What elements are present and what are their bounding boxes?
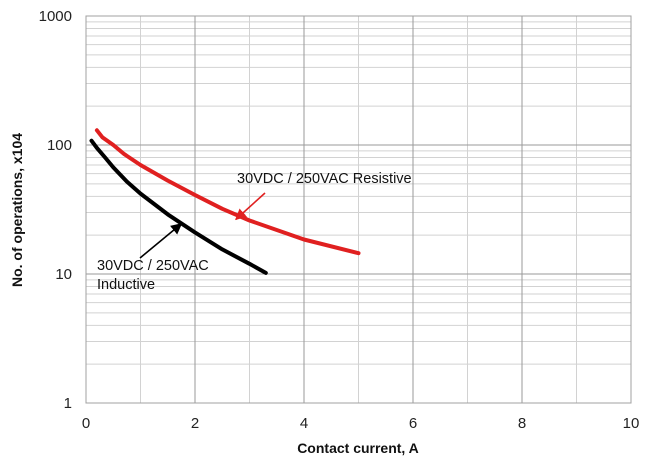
y-tick-label: 10 [55, 266, 72, 283]
plot-frame [85, 15, 632, 404]
minor-gridlines [86, 16, 631, 403]
major-gridlines [86, 16, 631, 403]
series-line-30vdc-250vac-inductive [89, 138, 268, 275]
annotation-inductive-line-1: Inductive [97, 277, 155, 293]
x-tick-label: 8 [518, 415, 526, 432]
x-axis-title: Contact current, A [297, 440, 419, 456]
annotation-arrow-resistive [235, 192, 266, 221]
annotation-resistive-line-0: 30VDC / 250VAC Resistive [237, 171, 412, 187]
x-tick-label: 6 [409, 415, 417, 432]
annotation-arrow-inductive [139, 223, 183, 259]
x-tick-label: 2 [191, 415, 199, 432]
y-tick-labels: 1 10 100 1000 [39, 8, 72, 412]
series-line-30vdc-250vac-resistive [94, 128, 361, 256]
annotation-inductive-line-0: 30VDC / 250VAC [97, 258, 209, 274]
y-axis-title: No. of operations, x104 [9, 133, 25, 287]
annotations: 30VDC / 250VAC Resistive 30VDC / 250VAC In… [97, 171, 412, 293]
y-tick-label: 1000 [39, 8, 72, 25]
y-tick-label: 1 [64, 395, 72, 412]
x-tick-label: 10 [623, 415, 640, 432]
x-tick-labels: 0 2 4 6 8 10 [82, 415, 640, 432]
y-tick-label: 100 [47, 137, 72, 154]
x-tick-label: 4 [300, 415, 308, 432]
series-layer [89, 128, 361, 275]
x-tick-label: 0 [82, 415, 90, 432]
